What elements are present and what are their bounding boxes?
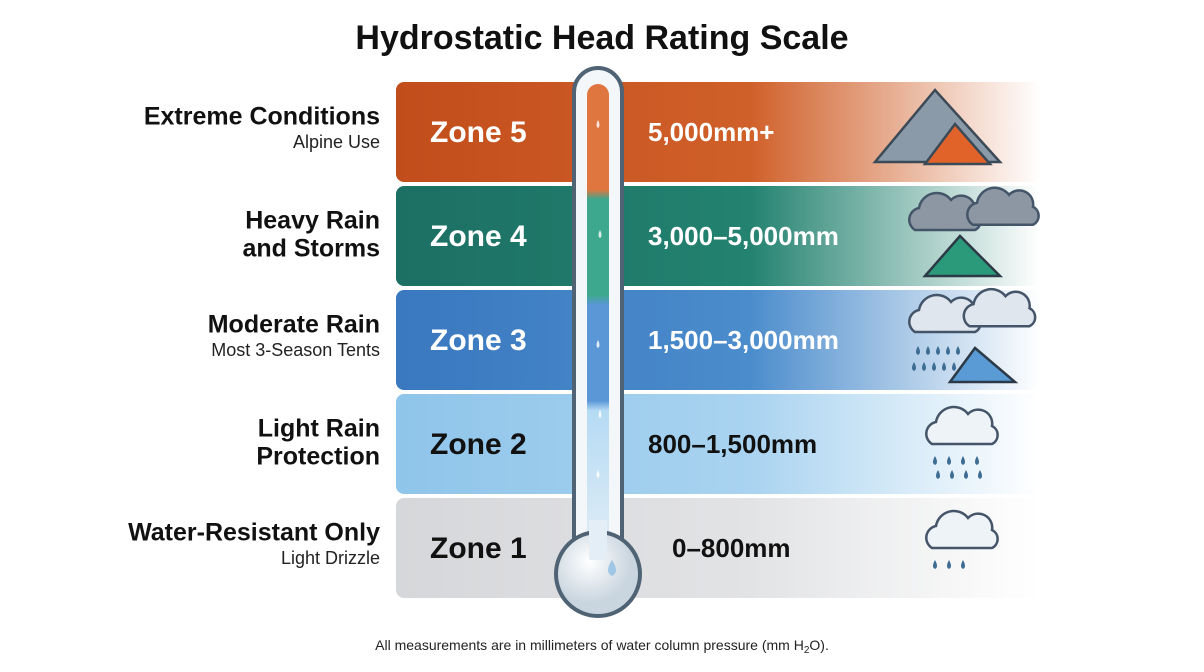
- title: Hydrostatic Head Rating Scale: [355, 19, 848, 57]
- drop: [978, 470, 982, 479]
- drop: [926, 346, 930, 355]
- drop: [936, 346, 940, 355]
- drop: [932, 362, 936, 371]
- zone-range: 1,500–3,000mm: [648, 325, 839, 355]
- weather-icons: [872, 88, 1040, 569]
- drop: [942, 362, 946, 371]
- zone-name: Zone 2: [430, 428, 527, 461]
- zone-range: 5,000mm+: [648, 117, 774, 147]
- drop: [947, 560, 951, 569]
- zone-label: Light Rain: [258, 415, 380, 443]
- drop: [933, 456, 937, 465]
- cloud: [962, 287, 1037, 328]
- cloud: [966, 186, 1040, 227]
- drop: [936, 470, 940, 479]
- tent: [947, 346, 1019, 384]
- cloud: [925, 509, 999, 550]
- zone-name: Zone 5: [430, 116, 527, 149]
- zone-name: Zone 1: [430, 532, 527, 565]
- zone-name: Zone 3: [430, 324, 527, 357]
- zone-label: Protection: [256, 443, 380, 471]
- zone-band: [396, 290, 1040, 390]
- zone-sublabel: Most 3-Season Tents: [211, 340, 380, 360]
- drop: [922, 362, 926, 371]
- drop: [961, 560, 965, 569]
- drop: [912, 362, 916, 371]
- thermometer: [554, 66, 642, 618]
- drop: [950, 470, 954, 479]
- zone-label: Extreme Conditions: [144, 103, 380, 131]
- zone-label: Heavy Rain: [245, 207, 380, 235]
- zone-sublabel: Light Drizzle: [281, 548, 380, 568]
- zone-band: [396, 394, 1040, 494]
- drop: [956, 346, 960, 355]
- zone-range: 800–1,500mm: [648, 429, 817, 459]
- tent: [922, 122, 993, 166]
- tent: [922, 234, 1004, 278]
- zone-sublabel: Alpine Use: [293, 132, 380, 152]
- zone-band: [396, 186, 1040, 286]
- zone-label: Moderate Rain: [208, 311, 380, 339]
- drop: [933, 560, 937, 569]
- drop: [975, 456, 979, 465]
- zone-range: 3,000–5,000mm: [648, 221, 839, 251]
- zone-label: Water-Resistant Only: [128, 519, 380, 547]
- drop: [964, 470, 968, 479]
- drop: [946, 346, 950, 355]
- drop: [916, 346, 920, 355]
- drop: [961, 456, 965, 465]
- cloud: [925, 405, 999, 446]
- zone-label: and Storms: [242, 235, 380, 263]
- zone-range: 0–800mm: [672, 533, 791, 563]
- footnote: All measurements are in millimeters of w…: [375, 637, 829, 656]
- zone-name: Zone 4: [430, 220, 527, 253]
- drop: [947, 456, 951, 465]
- drop: [952, 362, 956, 371]
